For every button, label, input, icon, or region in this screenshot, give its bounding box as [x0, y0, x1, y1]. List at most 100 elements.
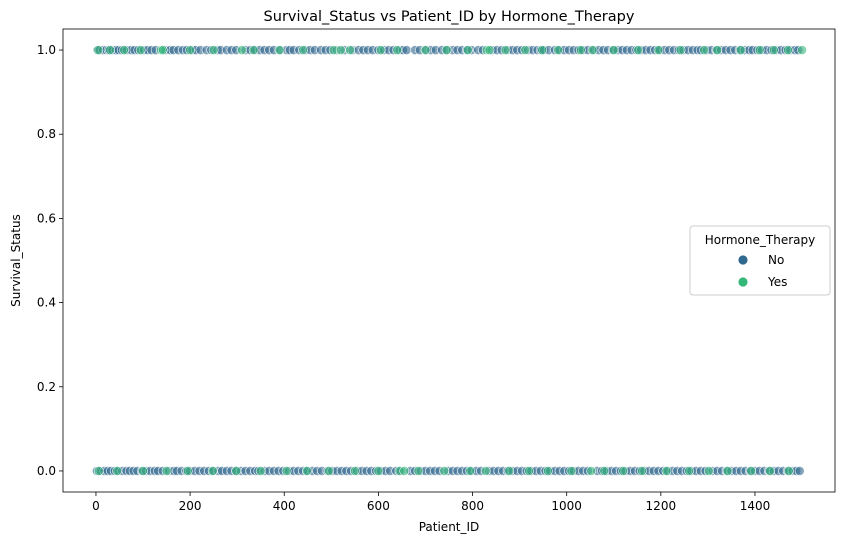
- x-tick-label: 0: [92, 499, 100, 513]
- y-tick-label: 0.4: [37, 296, 56, 310]
- data-point-yes: [684, 466, 694, 476]
- data-point-yes: [105, 45, 115, 55]
- data-point-yes: [207, 466, 218, 476]
- y-axis: 0.0 0.2 0.4 0.6 0.8 1.0: [37, 43, 63, 478]
- legend-label-yes: Yes: [767, 275, 787, 289]
- legend-marker-no: [737, 254, 749, 266]
- x-tick-label: 200: [179, 499, 202, 513]
- data-point-yes: [236, 45, 247, 55]
- y-axis-label: Survival_Status: [9, 214, 23, 307]
- data-point-yes: [575, 45, 586, 55]
- data-points: [91, 45, 807, 476]
- plot-frame: [62, 28, 836, 493]
- data-point-no: [401, 45, 412, 55]
- legend-label-no: No: [768, 253, 784, 267]
- x-tick-label: 800: [461, 499, 484, 513]
- x-axis-label: Patient_ID: [419, 520, 480, 534]
- x-tick-label: 1400: [740, 499, 771, 513]
- x-tick-label: 400: [273, 499, 296, 513]
- data-point-yes: [768, 45, 779, 55]
- data-point-yes: [783, 466, 794, 476]
- legend: Hormone_Therapy No Yes: [689, 225, 831, 296]
- data-point-yes: [587, 45, 598, 55]
- data-point-yes: [324, 466, 334, 476]
- data-point-yes: [298, 45, 308, 55]
- data-point-yes: [637, 466, 647, 476]
- data-point-yes: [653, 45, 664, 55]
- data-point-yes: [500, 45, 511, 55]
- data-point-no: [794, 466, 805, 476]
- data-point-yes: [520, 45, 531, 55]
- data-point-yes: [349, 466, 360, 476]
- data-point-yes: [301, 466, 312, 476]
- data-point-yes: [608, 45, 619, 55]
- data-point-yes: [746, 466, 757, 476]
- y-tick-label: 0.6: [37, 211, 56, 225]
- data-point-yes: [439, 466, 450, 476]
- data-point-yes: [735, 45, 746, 55]
- data-point-yes: [699, 45, 710, 55]
- data-point-yes: [138, 466, 148, 476]
- chart-title: Survival_Status vs Patient_ID by Hormone…: [264, 9, 635, 25]
- data-point-yes: [566, 466, 577, 476]
- legend-frame: [689, 225, 831, 296]
- data-point-yes: [119, 45, 130, 55]
- data-point-yes: [441, 45, 452, 55]
- data-point-yes: [413, 466, 424, 476]
- data-point-yes: [465, 466, 476, 476]
- data-point-yes: [208, 45, 219, 55]
- x-tick-label: 1200: [646, 499, 677, 513]
- data-point-yes: [345, 45, 356, 55]
- y-tick-label: 1.0: [37, 43, 56, 57]
- data-point-yes: [462, 45, 473, 55]
- data-point-yes: [161, 466, 172, 476]
- data-point-yes: [185, 45, 195, 55]
- data-point-yes: [537, 45, 548, 55]
- data-point-yes: [373, 466, 384, 476]
- data-point-yes: [157, 45, 168, 55]
- data-point-yes: [93, 466, 104, 476]
- data-point-yes: [797, 45, 807, 55]
- data-point-yes: [231, 466, 242, 476]
- y-tick-label: 0.0: [37, 464, 56, 478]
- data-point-yes: [420, 45, 431, 55]
- data-point-yes: [765, 466, 775, 476]
- data-point-yes: [399, 466, 410, 476]
- data-point-yes: [703, 466, 714, 476]
- data-point-yes: [112, 466, 123, 476]
- x-tick-label: 1000: [551, 499, 582, 513]
- data-point-yes: [553, 45, 564, 55]
- legend-title: Hormone_Therapy: [705, 233, 815, 247]
- data-point-yes: [484, 45, 495, 55]
- data-point-yes: [783, 45, 793, 55]
- data-point-yes: [661, 466, 672, 476]
- data-point-yes: [754, 45, 765, 55]
- y-tick-label: 0.2: [37, 380, 56, 394]
- data-point-yes: [274, 45, 285, 55]
- data-point-yes: [135, 45, 146, 55]
- data-point-yes: [599, 466, 610, 476]
- data-point-yes: [633, 45, 644, 55]
- x-tick-label: 600: [367, 499, 390, 513]
- data-point-yes: [480, 466, 491, 476]
- data-point-yes: [524, 466, 534, 476]
- data-point-yes: [618, 466, 629, 476]
- data-point-yes: [182, 466, 193, 476]
- data-point-yes: [504, 466, 515, 476]
- data-point-yes: [392, 45, 403, 55]
- x-axis: 0 200 400 600 800 1000 1200 1400: [92, 492, 770, 513]
- data-point-yes: [335, 45, 346, 55]
- data-point-yes: [722, 466, 733, 476]
- data-point-yes: [93, 45, 104, 55]
- data-point-yes: [255, 466, 266, 476]
- data-point-yes: [375, 45, 386, 55]
- legend-marker-yes: [737, 276, 749, 288]
- data-point-yes: [281, 466, 292, 476]
- data-point-yes: [675, 45, 686, 55]
- data-point-yes: [586, 466, 597, 476]
- data-point-yes: [542, 466, 553, 476]
- data-point-yes: [248, 45, 259, 55]
- data-point-yes: [712, 45, 723, 55]
- y-tick-label: 0.8: [37, 127, 56, 141]
